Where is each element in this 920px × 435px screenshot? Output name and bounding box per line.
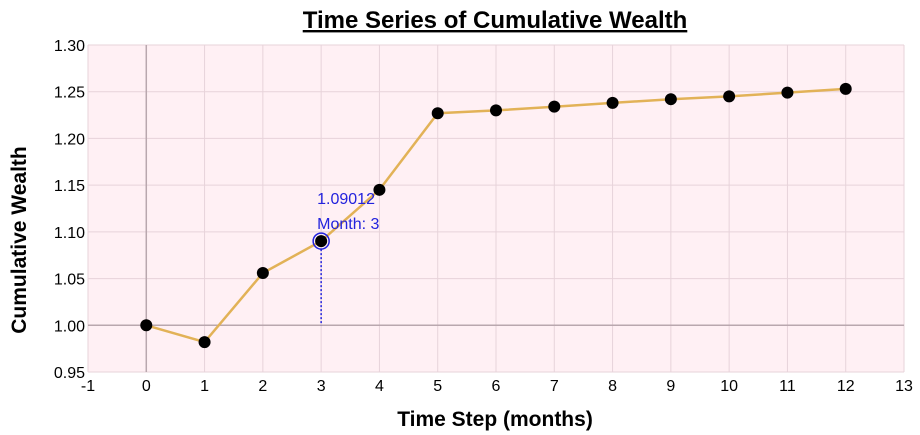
x-tick-label: 11	[779, 378, 796, 395]
x-tick-label: 1	[200, 378, 209, 395]
data-point[interactable]	[548, 100, 561, 113]
data-point[interactable]	[490, 104, 502, 117]
x-tick-label: 8	[608, 378, 617, 395]
data-point[interactable]	[664, 93, 677, 106]
data-point[interactable]	[723, 90, 736, 103]
y-axis-title: Cumulative Wealth	[8, 146, 31, 333]
y-tick-label: 1.05	[54, 272, 85, 289]
x-axis-title: Time Step (months)	[397, 408, 593, 431]
x-tick-label: 13	[895, 378, 913, 395]
x-tick-label: 0	[142, 378, 151, 395]
x-tick-label: 12	[837, 378, 855, 395]
x-tick-label: 5	[433, 378, 442, 395]
data-point[interactable]	[256, 266, 269, 279]
y-tick-label: 1.15	[54, 178, 85, 195]
y-tick-label: 1.30	[54, 38, 85, 55]
data-point[interactable]	[373, 183, 386, 196]
hover-ring	[312, 232, 330, 250]
tooltip-value: 1.09012	[317, 191, 375, 208]
chart-title: Time Series of Cumulative Wealth	[303, 7, 688, 34]
data-point[interactable]	[198, 336, 211, 349]
y-axis-ticks: 0.95 1.00 1.05 1.10 1.15 1.20 1.25 1.30	[54, 38, 85, 382]
y-tick-label: 1.10	[54, 225, 85, 242]
hover-tooltip: 1.09012 Month: 3	[312, 191, 380, 326]
x-tick-label: 9	[666, 378, 675, 395]
x-tick-label: 3	[317, 378, 326, 395]
y-tick-label: 1.25	[54, 85, 85, 102]
reference-axes	[88, 45, 904, 372]
data-point[interactable]	[140, 319, 153, 332]
x-tick-label: 10	[720, 378, 738, 395]
tooltip-month: Month: 3	[317, 216, 379, 233]
x-axis-ticks: -1 0 1 2 3 4 5 6 7 8 9 10 11 12 13	[81, 378, 913, 395]
x-tick-label: 4	[375, 378, 384, 395]
data-point[interactable]	[781, 86, 794, 99]
y-tick-label: 1.00	[54, 318, 85, 335]
x-tick-label: 2	[258, 378, 267, 395]
data-point[interactable]	[839, 82, 852, 95]
y-tick-label: 1.20	[54, 131, 85, 148]
data-point[interactable]	[315, 235, 328, 248]
data-point[interactable]	[606, 96, 619, 109]
gridlines	[87, 44, 905, 373]
y-tick-label: 0.95	[54, 365, 85, 382]
wealth-series	[140, 82, 852, 349]
data-point[interactable]	[431, 107, 444, 120]
x-tick-label: -1	[81, 378, 95, 395]
x-tick-label: 6	[492, 378, 501, 395]
x-tick-label: 7	[550, 378, 559, 395]
